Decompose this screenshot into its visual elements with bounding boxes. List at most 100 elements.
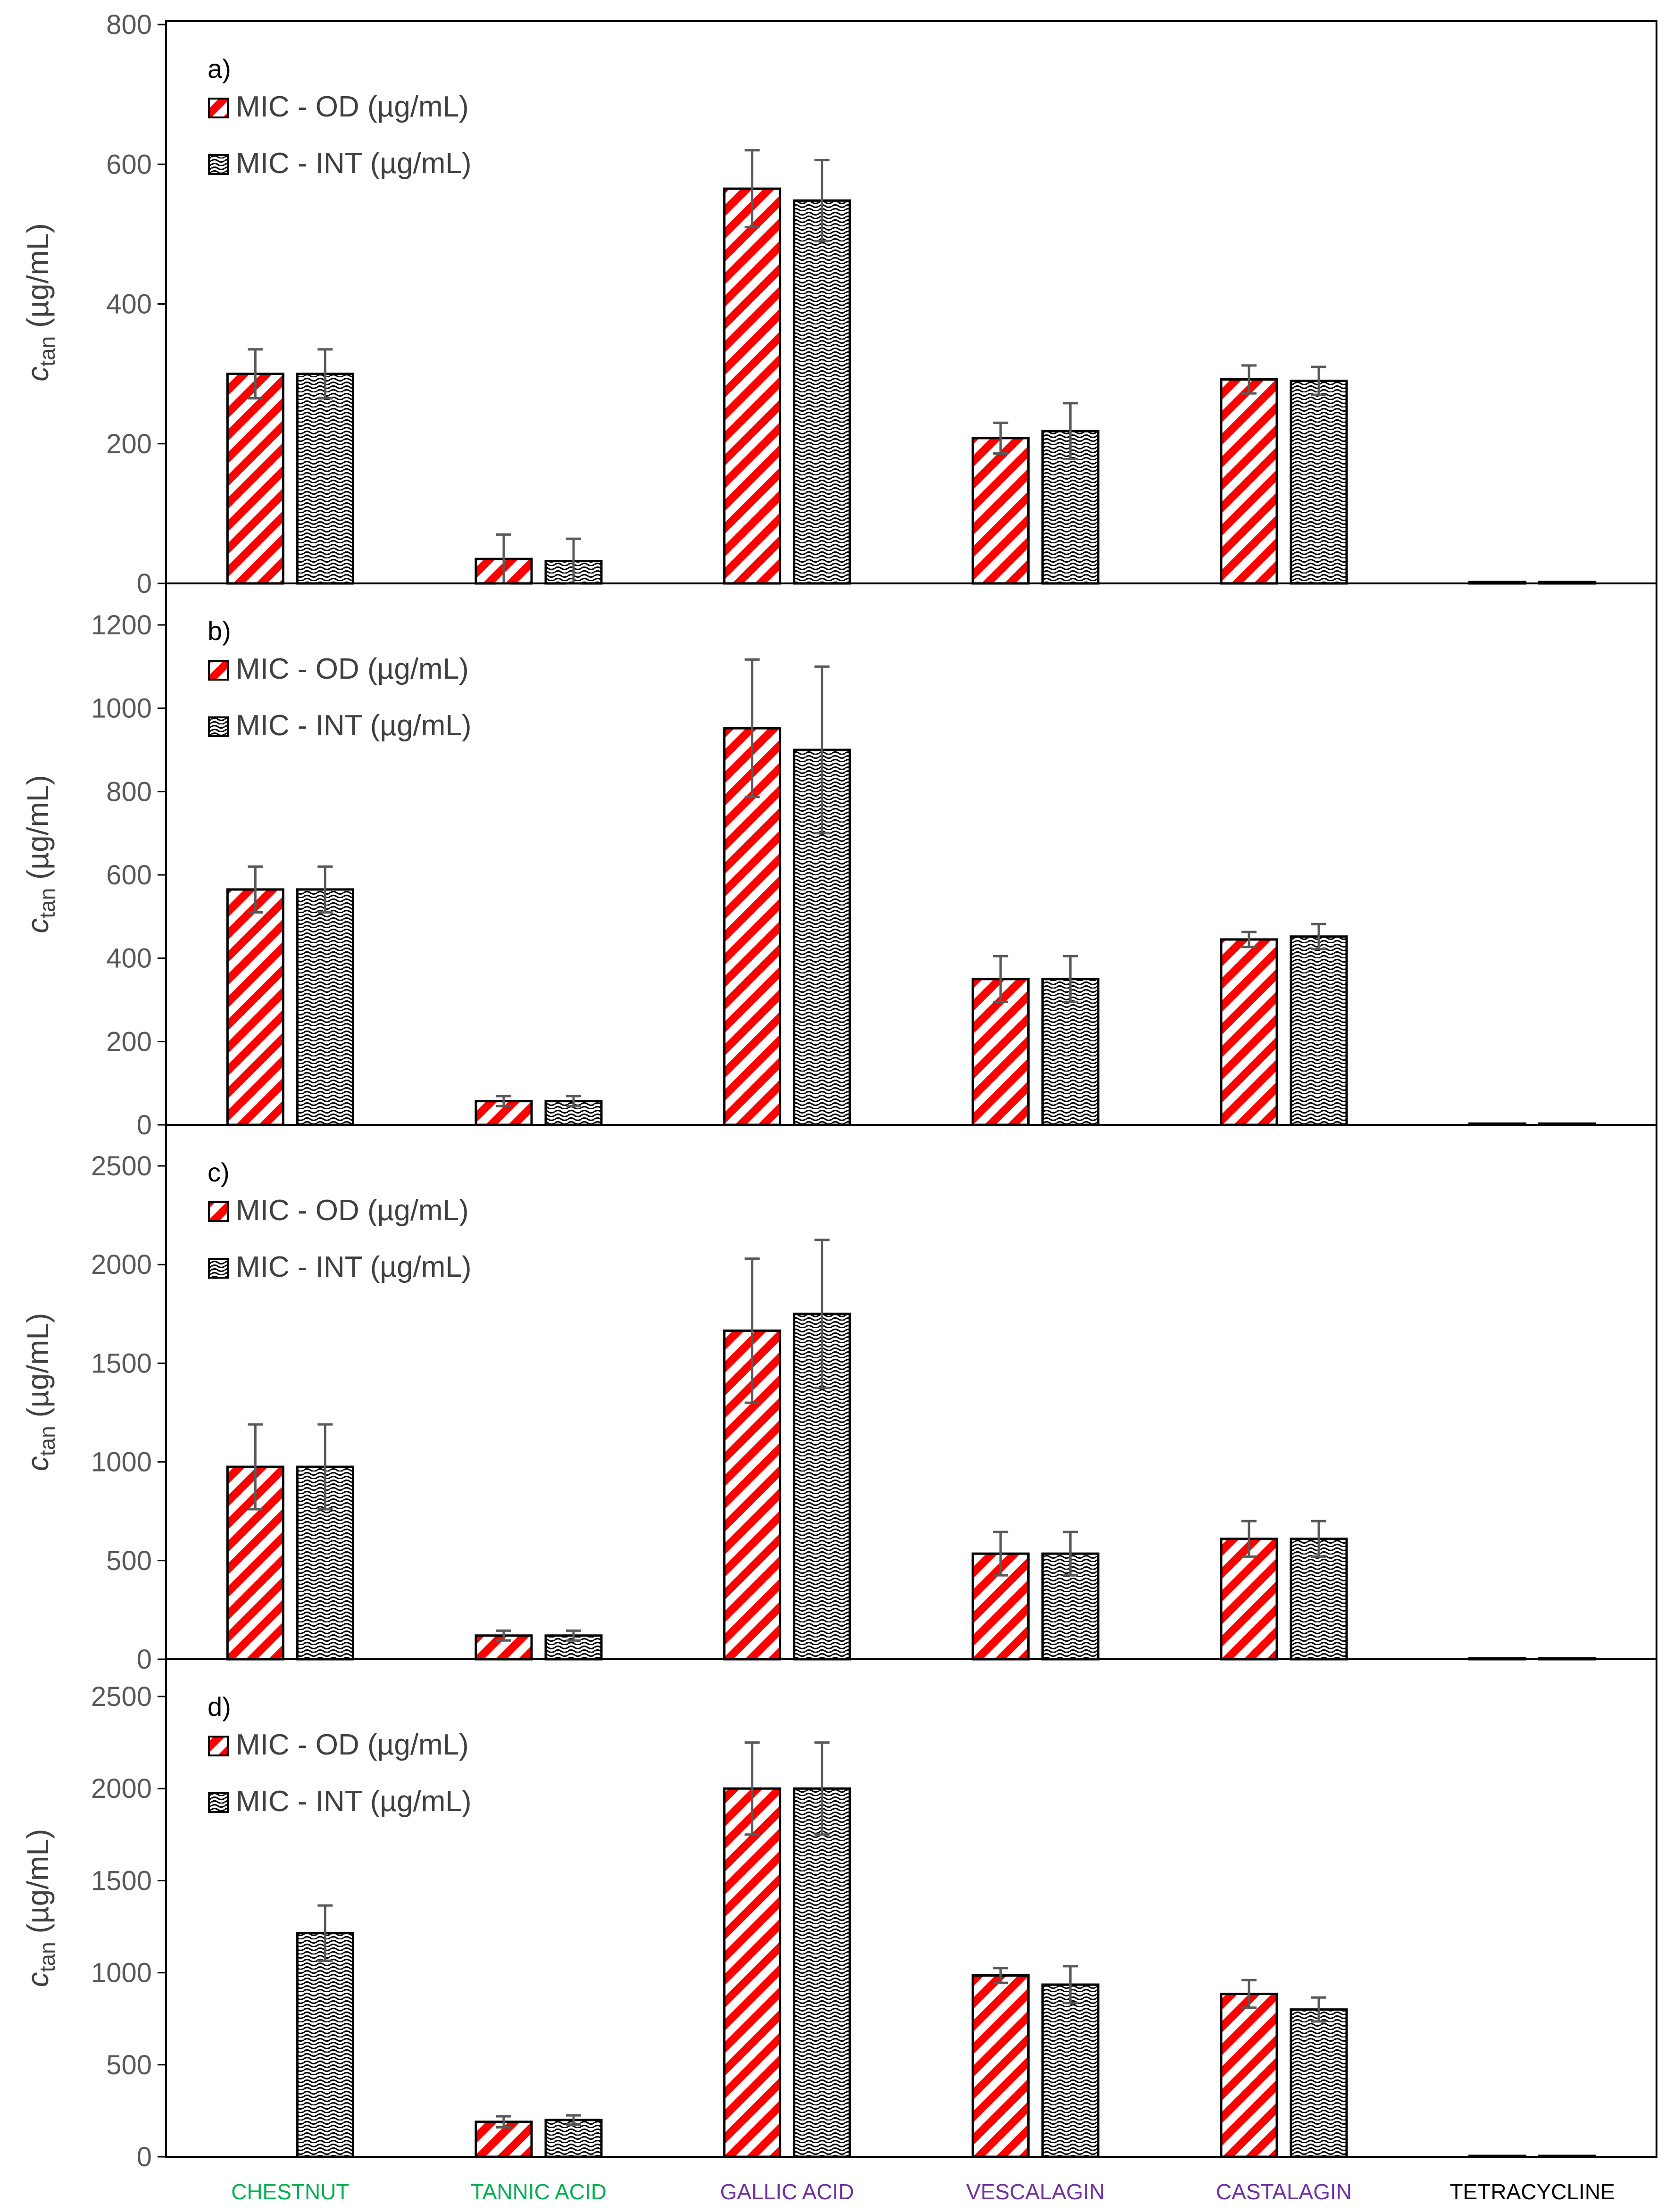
error-bar-int bbox=[814, 1239, 830, 1389]
error-bar-od bbox=[496, 1629, 511, 1642]
error-bar-int bbox=[317, 865, 333, 914]
bar-od bbox=[971, 1974, 1030, 2158]
bar-int bbox=[1041, 1983, 1099, 2158]
legend-swatch-od bbox=[208, 1736, 229, 1756]
error-bar-int bbox=[1311, 923, 1326, 950]
error-bar-int bbox=[814, 1741, 830, 1836]
y-tick-label: 1000 bbox=[91, 1958, 152, 1988]
category-label: CHESTNUT bbox=[231, 2179, 349, 2204]
legend-label-int: MIC - INT (µg/mL) bbox=[236, 709, 472, 742]
legend-swatch-int bbox=[208, 1792, 229, 1813]
y-axis-title-unit: (µg/mL) bbox=[21, 775, 55, 888]
error-bar-int bbox=[317, 1904, 333, 1962]
legend-swatch-int bbox=[208, 1258, 229, 1279]
panel-label: c) bbox=[208, 1157, 230, 1187]
error-bar-od bbox=[744, 149, 760, 229]
bar-int bbox=[1290, 379, 1348, 585]
category-label: GALLIC ACID bbox=[720, 2179, 854, 2204]
error-bar-int bbox=[317, 348, 333, 399]
error-bar-od bbox=[1241, 364, 1257, 395]
y-tick-label: 500 bbox=[106, 2050, 152, 2080]
category-label: CASTALAGIN bbox=[1216, 2179, 1352, 2204]
category-axis: CHESTNUT TANNIC ACID GALLIC ACID VESCALAGIN… bbox=[231, 2179, 1615, 2204]
error-bar-int bbox=[814, 665, 830, 835]
error-bar-od bbox=[496, 1095, 511, 1107]
panel-label: a) bbox=[208, 54, 231, 83]
category-label: TANNIC ACID bbox=[471, 2179, 607, 2204]
bar-od bbox=[1220, 378, 1278, 585]
error-bar-od bbox=[744, 1257, 760, 1404]
y-tick-label: 1500 bbox=[91, 1348, 152, 1379]
y-axis-title: ctan (µg/mL) bbox=[21, 775, 59, 933]
y-axis-title: ctan (µg/mL) bbox=[21, 223, 59, 382]
y-tick-label: 0 bbox=[137, 568, 152, 599]
y-tick-label: 1500 bbox=[91, 1865, 152, 1896]
y-tick-label: 0 bbox=[137, 1110, 152, 1140]
y-axis-title-symbol: c bbox=[21, 918, 55, 933]
legend-label-od: MIC - OD (µg/mL) bbox=[236, 91, 469, 123]
bar-od bbox=[723, 1787, 782, 2158]
bar-od bbox=[1468, 2154, 1527, 2158]
bar-int bbox=[1290, 2008, 1348, 2158]
y-tick-label: 800 bbox=[106, 776, 152, 807]
error-bar-int bbox=[1063, 1965, 1078, 2004]
error-bar-od bbox=[1241, 1520, 1257, 1558]
bar-int bbox=[1041, 978, 1099, 1126]
legend-label-int: MIC - INT (µg/mL) bbox=[236, 1251, 472, 1283]
error-bar-int bbox=[566, 1629, 581, 1642]
y-tick-label: 2500 bbox=[91, 1151, 152, 1181]
y-tick-label: 800 bbox=[106, 9, 152, 40]
y-axis-title-unit: (µg/mL) bbox=[21, 1829, 55, 1942]
error-bar-od bbox=[993, 421, 1008, 455]
y-tick-label: 500 bbox=[106, 1546, 152, 1576]
error-bar-int bbox=[566, 1095, 581, 1107]
bar-od bbox=[1220, 938, 1278, 1126]
panel-label: d) bbox=[208, 1692, 231, 1721]
y-tick-label: 600 bbox=[106, 149, 152, 180]
error-bar-od bbox=[993, 1530, 1008, 1577]
legend-label-od: MIC - OD (µg/mL) bbox=[236, 1729, 469, 1761]
bar-od bbox=[226, 888, 284, 1126]
y-axis-title-subscript: tan bbox=[35, 1942, 59, 1972]
panel-label: b) bbox=[208, 616, 231, 646]
bar-int bbox=[296, 888, 354, 1126]
error-bar-int bbox=[1063, 955, 1078, 1003]
error-bar-od bbox=[744, 1741, 760, 1836]
y-axis-title: ctan (µg/mL) bbox=[21, 1829, 59, 1987]
error-bar-int bbox=[1311, 1520, 1326, 1558]
bar-int bbox=[793, 199, 851, 585]
bar-od bbox=[226, 373, 284, 585]
legend-swatch-od bbox=[208, 98, 229, 118]
error-bar-int bbox=[1063, 402, 1078, 460]
category-label: TETRACYCLINE bbox=[1450, 2179, 1615, 2204]
y-axis-title-symbol: c bbox=[21, 366, 55, 382]
y-axis-title-unit: (µg/mL) bbox=[21, 1313, 55, 1426]
y-tick-label: 1000 bbox=[91, 1447, 152, 1478]
error-bar-int bbox=[566, 2114, 581, 2126]
y-tick-label: 200 bbox=[106, 429, 152, 459]
bar-int bbox=[1538, 2154, 1597, 2158]
legend-label-int: MIC - INT (µg/mL) bbox=[236, 147, 472, 180]
y-tick-label: 2000 bbox=[91, 1249, 152, 1280]
error-bar-od bbox=[248, 1423, 263, 1511]
error-bar-int bbox=[317, 1423, 333, 1511]
y-tick-label: 0 bbox=[137, 1644, 152, 1675]
error-bar-od bbox=[993, 1967, 1008, 1984]
bar-od bbox=[723, 187, 782, 585]
y-axis-title-subscript: tan bbox=[35, 1426, 59, 1456]
error-bar-od bbox=[248, 348, 263, 399]
y-axis-title-symbol: c bbox=[21, 1972, 55, 1987]
y-tick-label: 2000 bbox=[91, 1773, 152, 1804]
legend-swatch-int bbox=[208, 154, 229, 175]
panel-a: 0 200 400 600 800 ctan (µg/mL) a)MIC - OD (µg/… bbox=[21, 9, 1657, 599]
y-axis-title-subscript: tan bbox=[35, 888, 59, 918]
plot-frame bbox=[165, 1658, 1657, 2158]
y-tick-label: 2500 bbox=[91, 1681, 152, 1712]
bar-int bbox=[1290, 935, 1348, 1126]
